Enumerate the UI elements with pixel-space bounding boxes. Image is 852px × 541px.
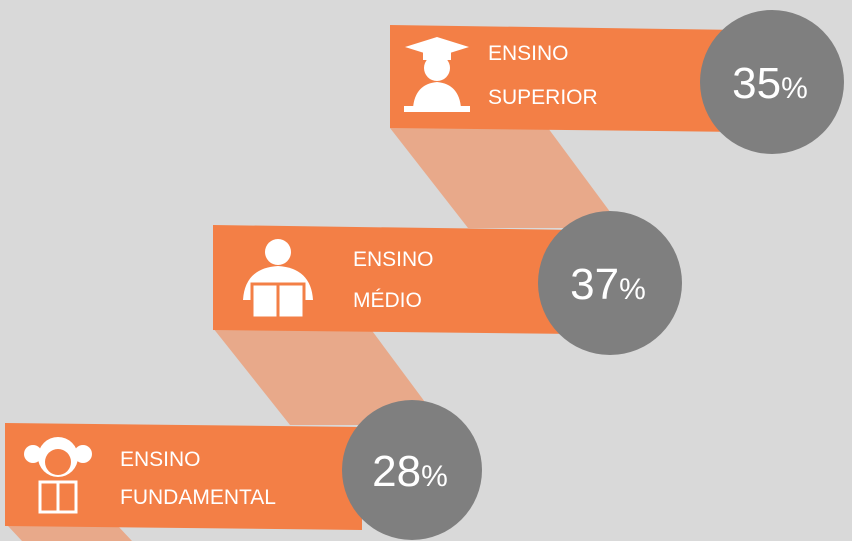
value-number: 28 bbox=[372, 447, 421, 496]
step-label: ENSINO bbox=[488, 42, 569, 65]
step-label: FUNDAMENTAL bbox=[120, 486, 276, 509]
steps: ENSINO SUPERIOR 35% ENSINO MÉDIO 37% ENSINO FUN… bbox=[120, 10, 844, 540]
value-circle bbox=[342, 400, 482, 540]
step-label: SUPERIOR bbox=[488, 86, 598, 109]
value-unit: % bbox=[619, 273, 646, 306]
value-number: 35 bbox=[732, 59, 781, 108]
value-number: 37 bbox=[570, 260, 619, 309]
value-label: 35% bbox=[732, 59, 808, 108]
value-label: 28% bbox=[372, 447, 448, 496]
icons bbox=[24, 37, 470, 514]
step-label: MÉDIO bbox=[353, 289, 422, 312]
ribbon bbox=[390, 128, 622, 228]
girl-icon bbox=[24, 437, 92, 514]
value-label: 37% bbox=[570, 260, 646, 309]
banner bbox=[5, 423, 362, 530]
step-label: ENSINO bbox=[120, 448, 201, 471]
value-circle bbox=[538, 211, 682, 355]
value-unit: % bbox=[781, 72, 808, 105]
graduate-icon bbox=[404, 37, 470, 112]
step-label: ENSINO bbox=[353, 248, 434, 271]
ribbons bbox=[8, 128, 622, 541]
value-circle bbox=[700, 10, 844, 154]
banner bbox=[390, 25, 742, 132]
ribbon bbox=[213, 328, 442, 425]
ribbon bbox=[8, 526, 132, 541]
banners bbox=[5, 25, 742, 530]
student-icon bbox=[243, 239, 313, 320]
value-unit: % bbox=[421, 460, 448, 493]
